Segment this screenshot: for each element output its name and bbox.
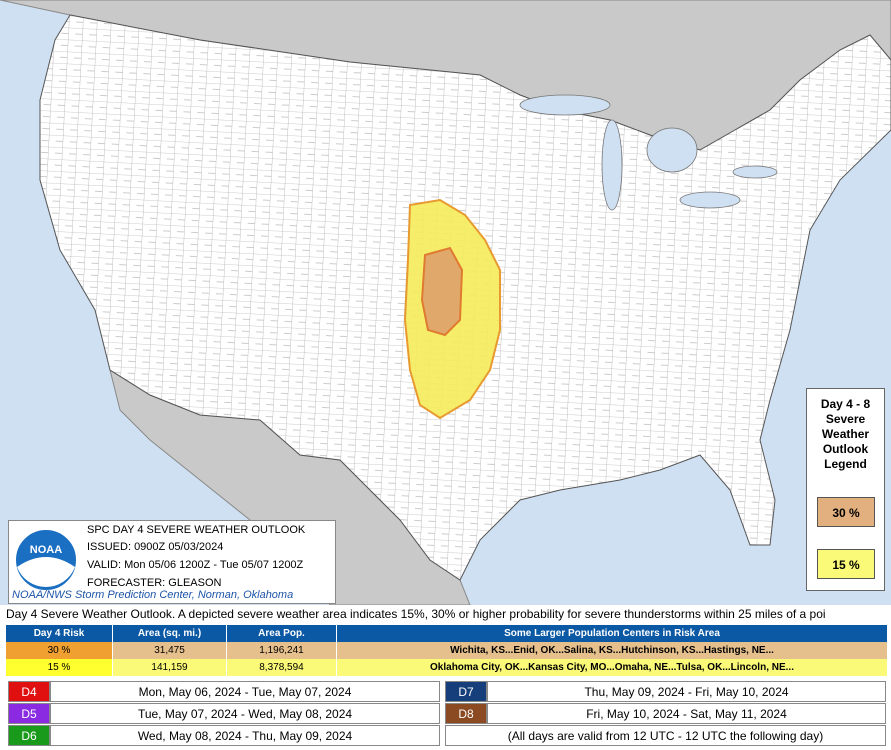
cities-cell: Wichita, KS...Enid, OK...Salina, KS...Hu… — [337, 642, 888, 659]
pop-cell: 8,378,594 — [227, 659, 337, 676]
header-cell: Day 4 Risk — [6, 625, 113, 642]
logo-text: NOAA — [30, 544, 62, 556]
day-table: D4 Mon, May 06, 2024 - Tue, May 07, 2024… — [8, 681, 886, 747]
issued: ISSUED: 0900Z 05/03/2024 — [87, 541, 224, 553]
cities-cell: Oklahoma City, OK...Kansas City, MO...Om… — [337, 659, 888, 676]
risk-area-30 — [420, 246, 464, 337]
day-dates: Mon, May 06, 2024 - Tue, May 07, 2024 — [50, 681, 440, 702]
noaa-logo: NOAA — [14, 528, 78, 592]
area-cell: 141,159 — [113, 659, 227, 676]
header-cell: Some Larger Population Centers in Risk A… — [337, 625, 888, 642]
description: Day 4 Severe Weather Outlook. A depicted… — [6, 607, 826, 621]
risk-table: Day 4 Risk Area (sq. mi.) Area Pop. Some… — [6, 625, 888, 677]
legend: Day 4 - 8 Severe Weather Outlook Legend … — [806, 388, 885, 591]
header-cell: Area Pop. — [227, 625, 337, 642]
risk-cell: 15 % — [6, 659, 113, 676]
day-dates: Fri, May 10, 2024 - Sat, May 11, 2024 — [487, 703, 886, 724]
forecaster: FORECASTER: GLEASON — [87, 577, 222, 589]
day-dates: Wed, May 08, 2024 - Thu, May 09, 2024 — [50, 725, 440, 746]
day-label[interactable]: D4 — [8, 681, 50, 702]
info-title: SPC DAY 4 SEVERE WEATHER OUTLOOK — [87, 524, 306, 536]
legend-item: 30 % — [817, 497, 875, 527]
day-label[interactable]: D7 — [445, 681, 487, 702]
area-cell: 31,475 — [113, 642, 227, 659]
day-dates: Thu, May 09, 2024 - Fri, May 10, 2024 — [487, 681, 886, 702]
great-lakes — [519, 94, 778, 211]
day-dates: Tue, May 07, 2024 - Wed, May 08, 2024 — [50, 703, 440, 724]
credit: NOAA/NWS Storm Prediction Center, Norman… — [12, 589, 294, 601]
day-label[interactable]: D6 — [8, 725, 50, 746]
day-label[interactable]: D8 — [445, 703, 487, 724]
legend-item: 15 % — [817, 549, 875, 579]
legend-title: Day 4 - 8 Severe Weather Outlook Legend — [820, 397, 871, 471]
validity-note: (All days are valid from 12 UTC - 12 UTC… — [445, 725, 886, 746]
info-box: NOAA SPC DAY 4 SEVERE WEATHER OUTLOOK IS… — [8, 520, 336, 604]
header-cell: Area (sq. mi.) — [113, 625, 227, 642]
risk-cell: 30 % — [6, 642, 113, 659]
valid: VALID: Mon 05/06 1200Z - Tue 05/07 1200Z — [87, 559, 304, 571]
pop-cell: 1,196,241 — [227, 642, 337, 659]
day-label[interactable]: D5 — [8, 703, 50, 724]
map — [0, 0, 891, 605]
